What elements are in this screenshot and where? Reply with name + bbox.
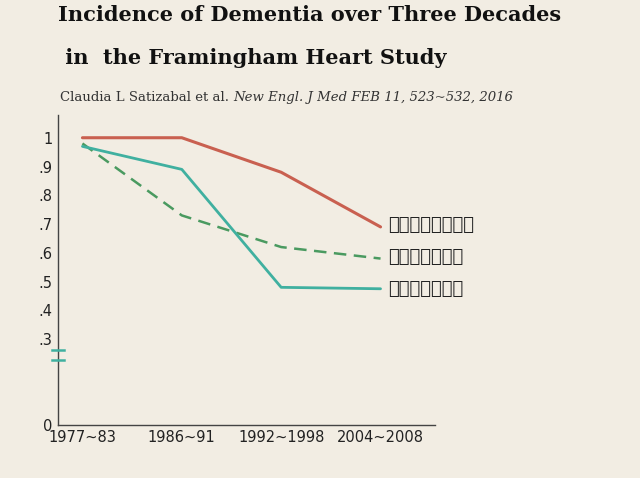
Text: アルツハイマー病: アルツハイマー病 <box>388 217 474 235</box>
Text: New Engl. J Med FEB 11, 523~532, 2016: New Engl. J Med FEB 11, 523~532, 2016 <box>234 91 513 104</box>
Text: すべての認知症: すべての認知症 <box>388 248 464 266</box>
Text: Incidence of Dementia over Three Decades: Incidence of Dementia over Three Decades <box>58 5 561 25</box>
Text: in  the Framingham Heart Study: in the Framingham Heart Study <box>58 48 446 68</box>
Text: Claudia L Satizabal et al.: Claudia L Satizabal et al. <box>60 91 234 104</box>
Text: 脳血管性認知症: 脳血管性認知症 <box>388 280 464 298</box>
